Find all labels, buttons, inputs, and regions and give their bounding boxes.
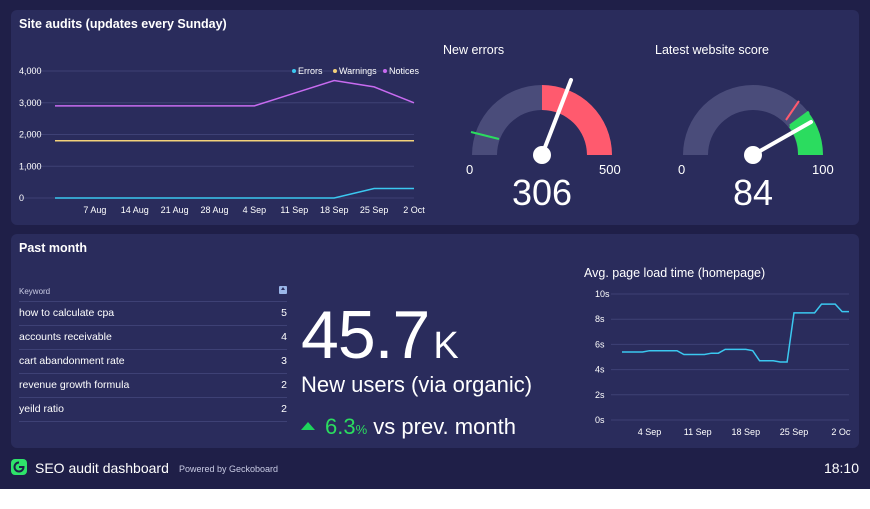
legend-label-notices: Notices [389, 66, 420, 76]
x-tick-label: 25 Sep [780, 427, 809, 437]
website-score-min: 0 [678, 162, 686, 177]
x-tick-label: 11 Sep [280, 205, 308, 215]
count-cell: 5 [268, 301, 287, 326]
keyword-cell: revenue growth formula [19, 373, 269, 398]
table-header-row: Keyword [19, 284, 287, 302]
y-tick-label: 0 [19, 193, 24, 203]
table-row: cart abandonment rate 3 [19, 349, 287, 374]
count-cell: 3 [268, 349, 287, 374]
change-indicator: 6.3% vs prev. month [301, 414, 516, 440]
series-line-errors [55, 187, 414, 199]
legend-marker-notices [383, 69, 387, 73]
keyword-table: Keyword how to calculate cpa 5 accounts r… [19, 284, 287, 422]
gauge-threshold-marker [470, 131, 500, 140]
count-cell: 4 [268, 325, 287, 350]
x-tick-label: 21 Aug [161, 205, 189, 215]
gauge-track [683, 85, 823, 155]
count-column-header[interactable] [268, 284, 287, 302]
y-tick-label: 8s [595, 314, 605, 324]
website-score-title: Latest website score [655, 43, 769, 57]
geckoboard-logo-icon [11, 459, 27, 475]
panel-title: Past month [19, 241, 88, 255]
x-tick-label: 18 Sep [320, 205, 349, 215]
y-tick-label: 0s [595, 415, 605, 425]
panel-title: Site audits (updates every Sunday) [19, 17, 227, 31]
y-tick-label: 4,000 [19, 66, 42, 76]
x-tick-label: 18 Sep [732, 427, 761, 437]
gauge-pivot [533, 146, 551, 164]
legend-label-warnings: Warnings [339, 66, 377, 76]
gauge-red-zone [542, 85, 612, 155]
footer-bar: SEO audit dashboard Powered by Geckoboar… [0, 449, 870, 489]
count-cell: 2 [268, 397, 287, 422]
website-score-gauge [683, 85, 823, 164]
new-users-suffix: K [433, 325, 459, 367]
keyword-cell: accounts receivable [19, 325, 269, 350]
change-unit: % [355, 422, 368, 437]
gauge-green-marker [789, 110, 810, 128]
change-value: 6.3 [325, 414, 356, 439]
series-line-load-time [622, 303, 849, 363]
load-time-chart: 0s 2s 4s 6s 8s 10s 4 Sep 11 Sep 18 Sep 25 Sep 2 O… [595, 289, 851, 437]
x-tick-label: 14 Aug [121, 205, 149, 215]
x-tick-label: 4 Sep [243, 205, 267, 215]
keyword-cell: cart abandonment rate [19, 349, 269, 374]
new-errors-min: 0 [466, 162, 474, 177]
chart-legend: Errors Warnings Notices [292, 66, 420, 76]
past-month-panel: Past month Keyword how to calculate cpa 5… [11, 234, 859, 448]
keyword-cell: yeild ratio [19, 397, 269, 422]
x-tick-label: 25 Sep [360, 205, 389, 215]
new-users-number: 45.7 K [301, 296, 459, 374]
x-tick-label: 11 Sep [684, 427, 712, 437]
y-tick-label: 2s [595, 390, 605, 400]
x-tick-label: 2 Oct [403, 205, 425, 215]
y-tick-label: 4s [595, 365, 605, 375]
x-tick-label: 2 Oct [831, 427, 851, 437]
table-row: how to calculate cpa 5 [19, 301, 287, 326]
powered-by: Powered by Geckoboard [179, 464, 279, 474]
count-cell: 2 [268, 373, 287, 398]
x-tick-label: 4 Sep [638, 427, 662, 437]
gauge-pivot [744, 146, 762, 164]
new-errors-max: 500 [599, 162, 621, 177]
table-row: accounts receivable 4 [19, 325, 287, 350]
table-row: yeild ratio 2 [19, 397, 287, 422]
keyword-column-header[interactable]: Keyword [19, 284, 269, 302]
gauge-needle [540, 78, 573, 157]
legend-label-errors: Errors [298, 66, 323, 76]
y-tick-label: 2,000 [19, 130, 42, 140]
y-tick-label: 10s [595, 289, 610, 299]
legend-marker-errors [292, 69, 296, 73]
site-audits-panel: Site audits (updates every Sunday) 0 1,00… [11, 10, 859, 225]
gauge-red-marker [785, 100, 800, 121]
website-score-max: 100 [812, 162, 834, 177]
load-time-title: Avg. page load time (homepage) [584, 266, 766, 280]
table-row: revenue growth formula 2 [19, 373, 287, 398]
new-users-value: 45.7 [301, 297, 430, 373]
gauge-green-zone [789, 112, 823, 155]
dashboard-title: SEO audit dashboard [35, 460, 169, 476]
x-tick-label: 7 Aug [83, 205, 106, 215]
y-tick-label: 1,000 [19, 161, 42, 171]
gauge-needle [751, 120, 813, 157]
x-tick-label: 28 Aug [201, 205, 229, 215]
series-line-notices [55, 79, 415, 107]
y-tick-label: 6s [595, 339, 605, 349]
site-audits-chart: 0 1,000 2,000 3,000 4,000 7 Aug 14 Aug 21 Aug 2… [19, 66, 425, 215]
website-score-value: 84 [732, 172, 774, 213]
sort-icon[interactable] [279, 286, 287, 294]
keyword-cell: how to calculate cpa [19, 301, 269, 326]
clock: 18:10 [823, 460, 859, 476]
new-errors-value: 306 [511, 172, 573, 213]
y-tick-label: 3,000 [19, 98, 42, 108]
new-errors-title: New errors [443, 43, 505, 57]
trend-up-icon [301, 422, 315, 431]
dashboard: Site audits (updates every Sunday) 0 1,00… [0, 0, 870, 489]
new-users-label: New users (via organic) [301, 372, 533, 397]
new-errors-gauge [470, 78, 612, 164]
legend-marker-warnings [333, 69, 337, 73]
change-text: vs prev. month [373, 414, 516, 439]
